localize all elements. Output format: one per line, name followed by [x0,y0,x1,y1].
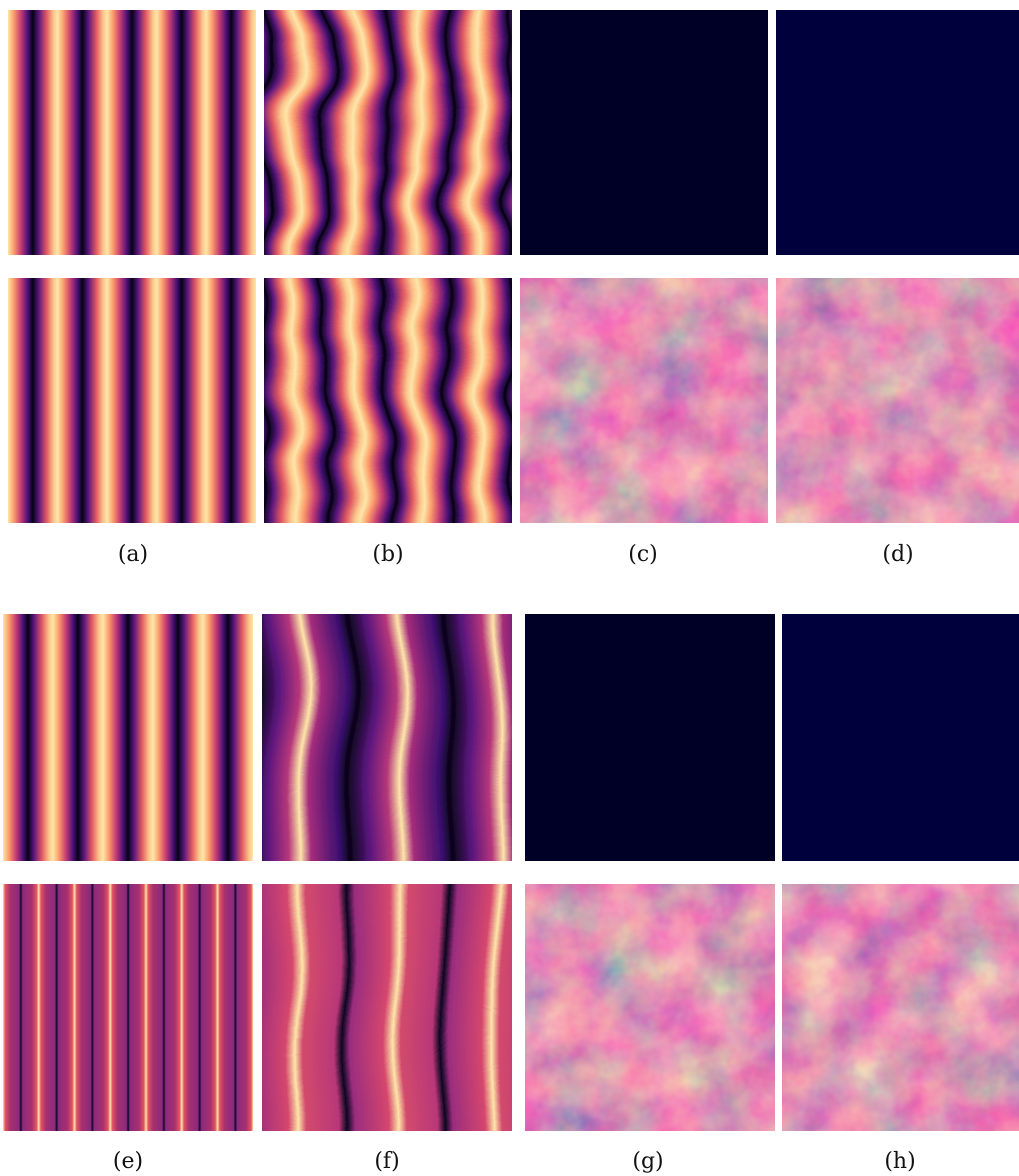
turbulence [782,614,1019,861]
panel-caption: (d) [882,542,913,567]
panel-image [234,248,542,553]
panel-caption: (a) [118,542,148,567]
figure: (a) (b) (c) (d) (e) (f) (g) (h) [0,0,1019,1176]
panel-image [8,278,256,523]
turbulence [776,278,1019,523]
panel-caption: (b) [372,542,403,567]
panel-image [525,884,775,1131]
panel-image [776,10,1019,255]
panel-image [242,594,532,881]
turbulence [776,10,1019,255]
wavy-stripes [242,864,532,1151]
panel-image [3,884,253,1131]
panel-caption: (f) [374,1149,399,1174]
panel-image [520,278,768,523]
turbulence [525,614,775,861]
panel-image [8,10,256,255]
panel-caption: (e) [113,1149,143,1174]
wavy-stripes [234,248,542,553]
panel-image [3,614,253,861]
panel-image [234,0,542,285]
turbulence [520,278,768,523]
turbulence [782,884,1019,1131]
stripes [3,614,253,861]
panel-image [782,884,1019,1131]
page: (a)(b)(c)(d)(e)(f)(g)(h) (() => { const … [0,0,1019,1176]
panel-image [525,614,775,861]
panel-image [776,278,1019,523]
stripes [8,278,256,523]
wavy-stripes [234,0,542,285]
panel-image [520,10,768,255]
panel-image [782,614,1019,861]
stripes [3,884,253,1131]
panel-caption: (h) [884,1149,915,1174]
stripes [8,10,256,255]
panel-caption: (g) [632,1149,663,1174]
wavy-stripes [242,594,532,881]
turbulence [525,884,775,1131]
panel-caption: (c) [628,542,658,567]
turbulence [520,10,768,255]
panel-image [242,864,532,1151]
